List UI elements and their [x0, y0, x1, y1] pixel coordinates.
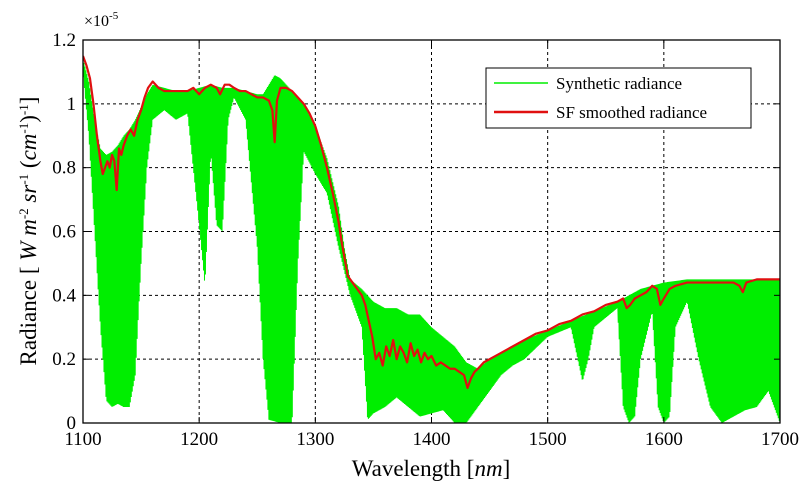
y-multiplier: ×10-5	[84, 10, 119, 30]
series-synthetic-radiance	[83, 59, 780, 423]
x-tick-label: 1500	[529, 429, 567, 450]
y-tick-label: 0.4	[52, 285, 76, 306]
y-axis-label-text: Radiance	[16, 280, 41, 366]
x-tick-label: 1100	[64, 429, 101, 450]
series-layer	[83, 55, 780, 423]
legend: Synthetic radiance SF smoothed radiance	[485, 67, 752, 129]
legend-box	[485, 67, 752, 129]
x-axis-unit: nm	[474, 456, 502, 481]
series-sf-smoothed-radiance	[83, 55, 780, 389]
legend-label-smoothed: SF smoothed radiance	[556, 103, 707, 122]
x-tick-label: 1400	[413, 429, 451, 450]
axis-ticks	[82, 39, 781, 424]
legend-label-synthetic: Synthetic radiance	[556, 74, 682, 93]
x-axis-label-text: Wavelength	[352, 456, 462, 481]
y-axis-label: Radiance [ W m-2 sr-1 (cm-1)-1]	[16, 97, 41, 366]
y-tick-label: 0.6	[52, 222, 76, 243]
x-tick-label: 1600	[645, 429, 683, 450]
y-tick-label: 1.2	[52, 30, 76, 51]
x-tick-label: 1700	[761, 429, 799, 450]
x-tick-label: 1300	[296, 429, 334, 450]
y-tick-label: 1	[67, 94, 77, 115]
y-tick-label: 0	[67, 413, 77, 434]
x-axis-label: Wavelength [nm]	[352, 456, 511, 481]
y-tick-label: 0.2	[52, 349, 76, 370]
x-tick-label: 1200	[180, 429, 218, 450]
y-tick-label: 0.8	[52, 158, 76, 179]
